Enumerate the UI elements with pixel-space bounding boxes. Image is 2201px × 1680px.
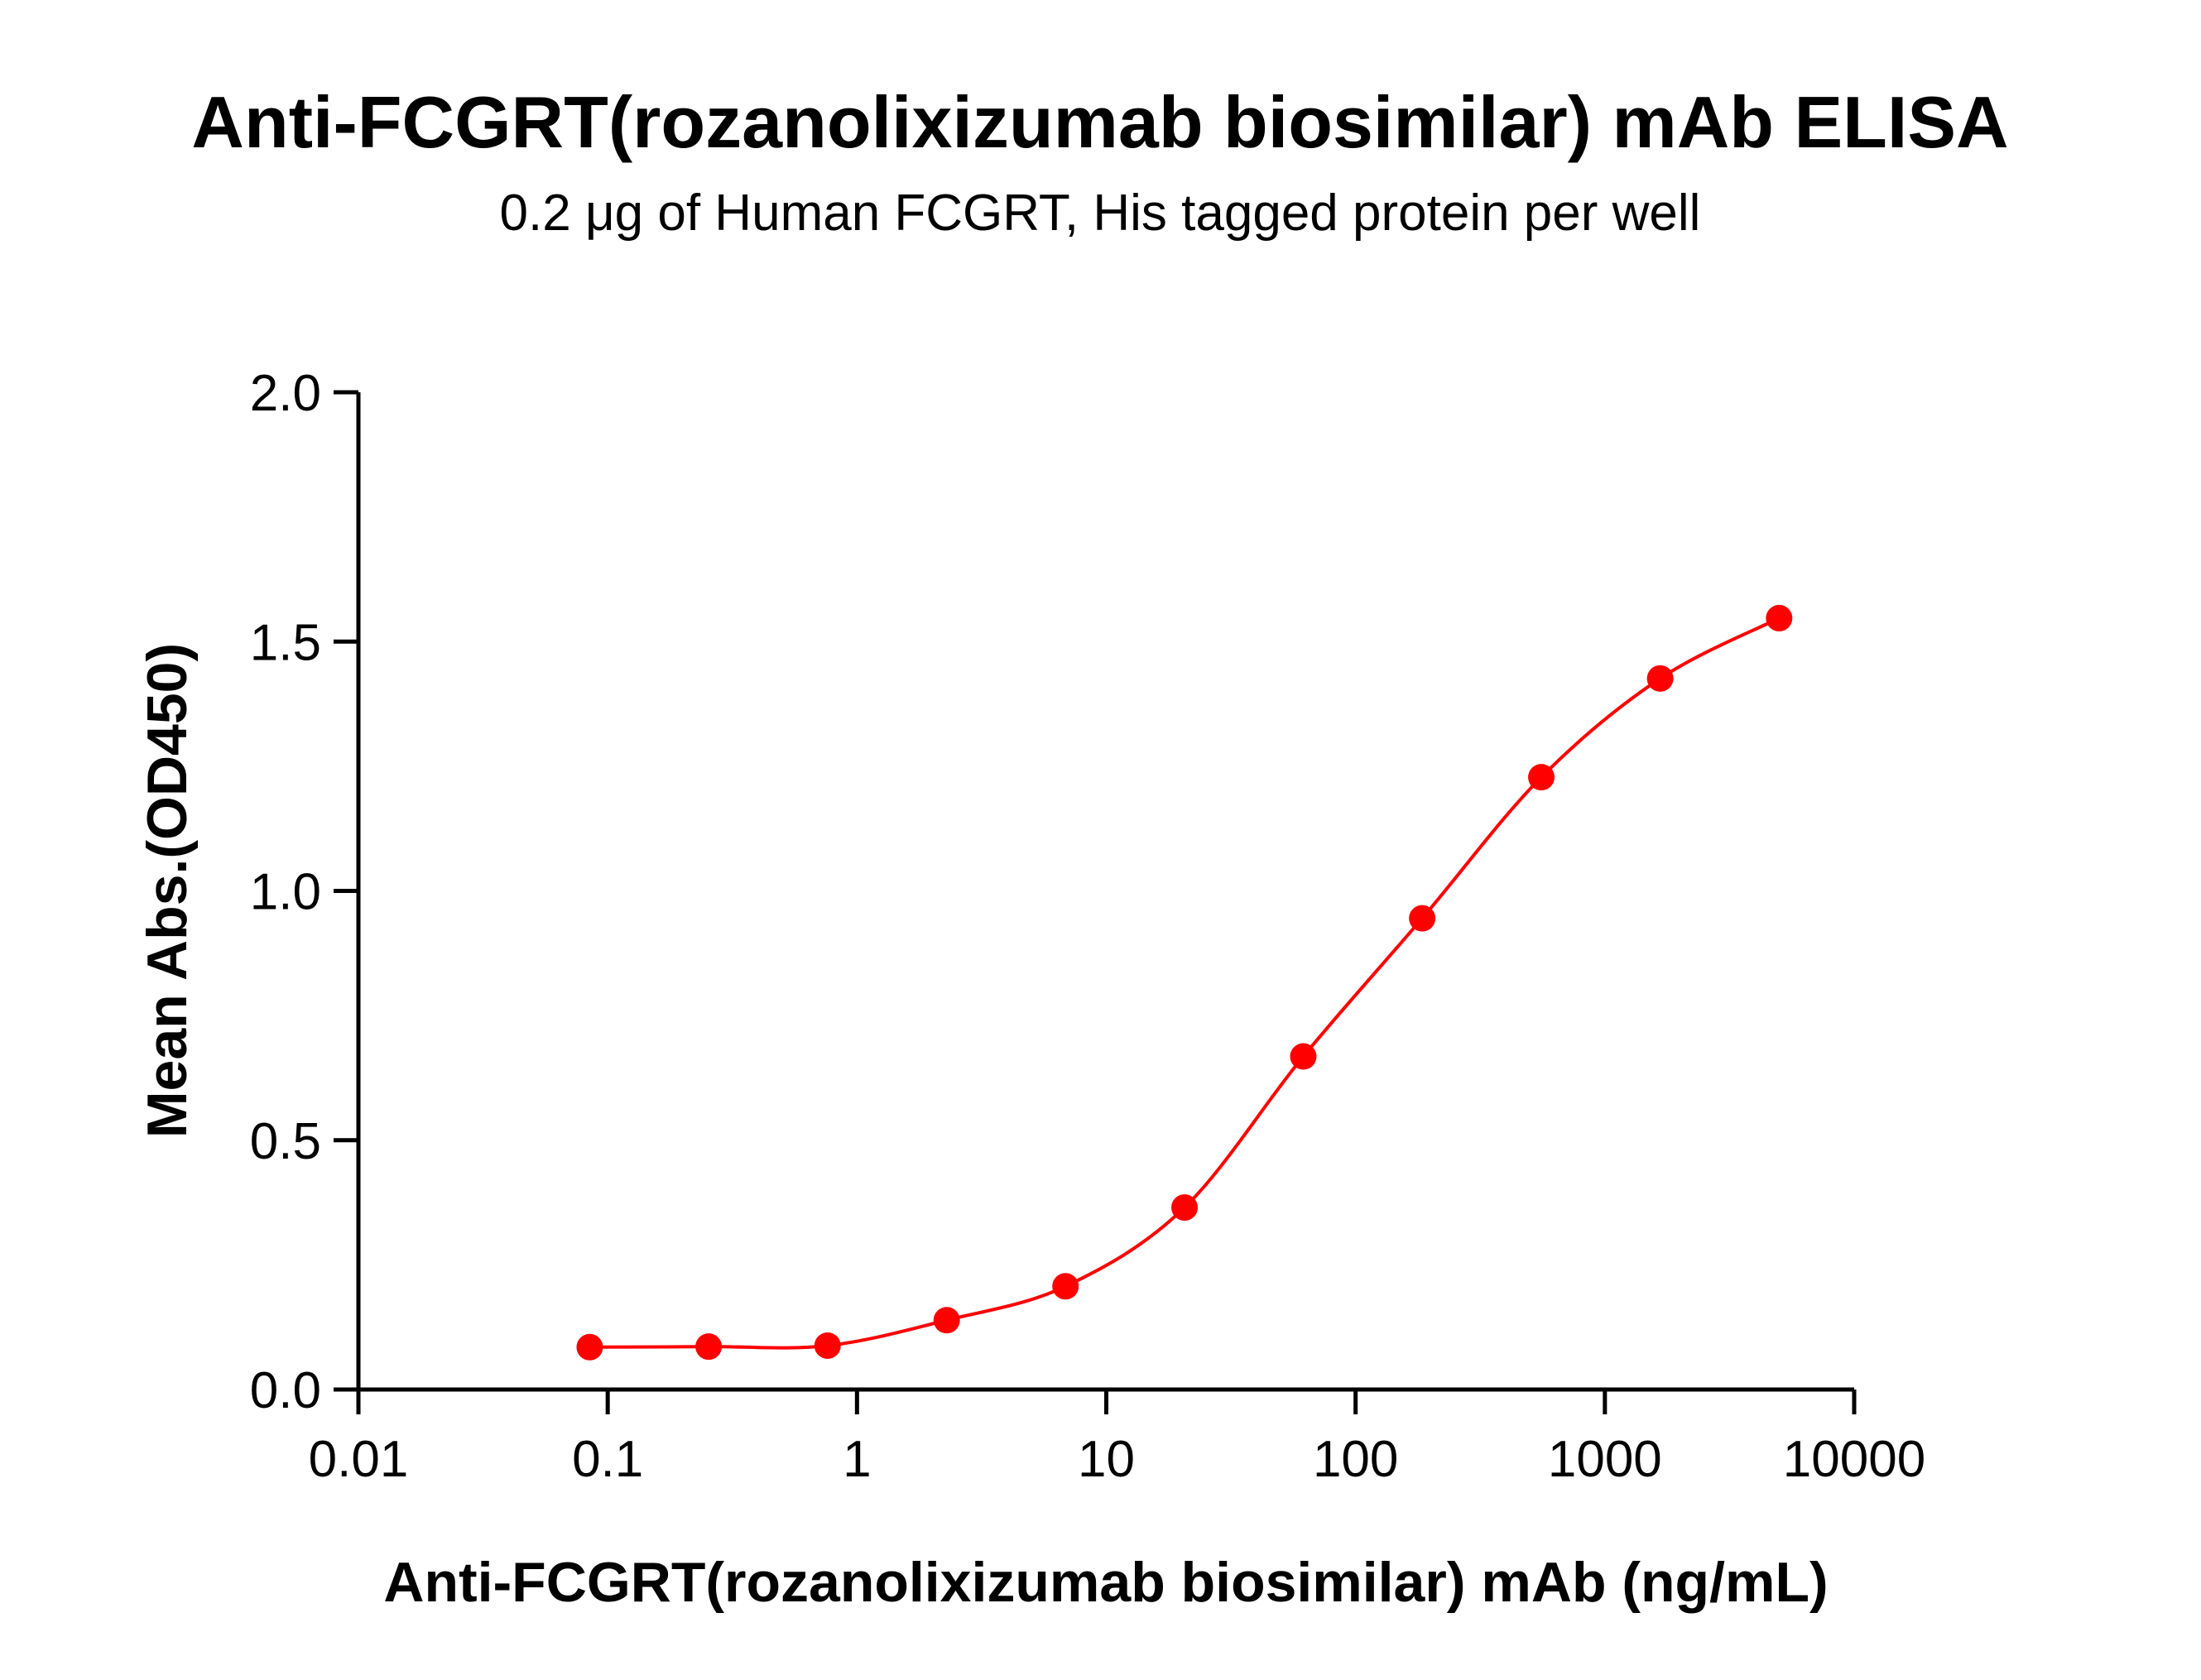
- x-tick-label: 10000: [1783, 1431, 1925, 1488]
- y-tick-label: 0.0: [250, 1362, 321, 1419]
- fit-curve: [589, 617, 1781, 1350]
- x-tick-label: 1: [843, 1431, 871, 1488]
- x-tick-label: 100: [1313, 1431, 1398, 1488]
- axes: 0.01 0.1 1 10 100 1000 10000 0.0 0.5 1.0 1.5 2.0: [250, 365, 1925, 1488]
- y-tick-label: 0.5: [250, 1113, 321, 1170]
- x-axis-label: Anti-FCGRT(rozanolixizumab biosimilar) m…: [383, 1551, 1828, 1614]
- data-point: [1290, 1043, 1317, 1070]
- x-tick-label: 10: [1078, 1431, 1135, 1488]
- plot-area: [576, 604, 1793, 1361]
- data-point: [1528, 764, 1555, 791]
- y-axis-label: Mean Abs.(OD450): [136, 643, 199, 1138]
- chart-title: Anti-FCGRT(rozanolixizumab biosimilar) m…: [191, 81, 2008, 163]
- x-tick-label: 0.01: [309, 1431, 409, 1488]
- data-point: [814, 1332, 841, 1359]
- data-point: [933, 1307, 960, 1334]
- x-tick-label: 0.1: [572, 1431, 643, 1488]
- data-point: [695, 1333, 723, 1361]
- chart-subtitle: 0.2 μg of Human FCGRT, His tagged protei…: [500, 185, 1701, 242]
- data-point: [1766, 604, 1793, 631]
- data-point: [1646, 665, 1674, 692]
- data-point: [1409, 905, 1436, 932]
- y-tick-label: 2.0: [250, 365, 321, 422]
- data-point: [1052, 1273, 1079, 1300]
- y-tick-label: 1.0: [250, 864, 321, 921]
- data-point: [576, 1333, 603, 1361]
- data-point: [1171, 1194, 1199, 1222]
- x-tick-label: 1000: [1548, 1431, 1662, 1488]
- y-tick-label: 1.5: [250, 614, 321, 671]
